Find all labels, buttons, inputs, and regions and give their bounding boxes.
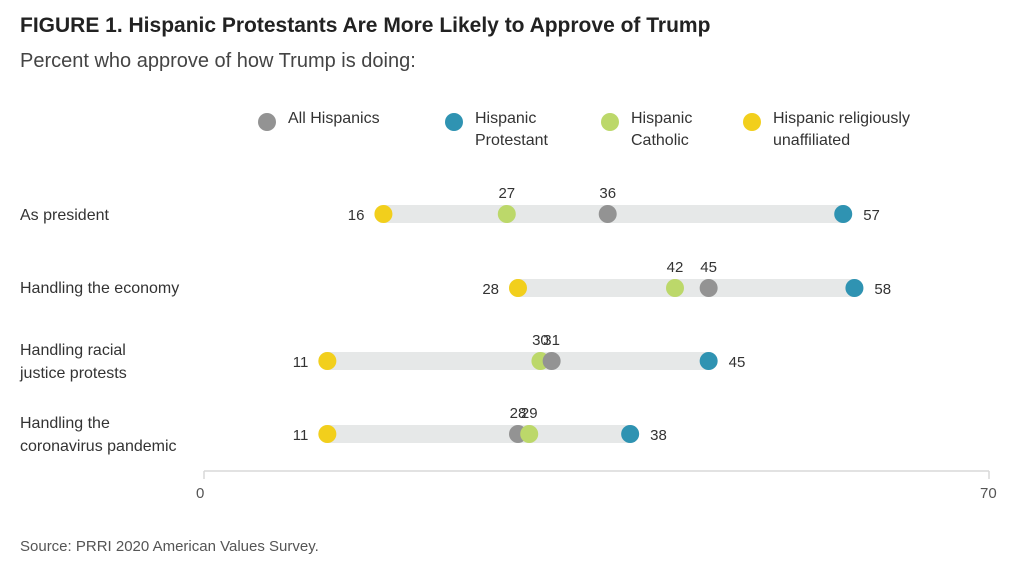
dot-hispanic-religiously-unaffiliated — [318, 352, 337, 370]
dot-all-hispanics — [542, 352, 561, 370]
legend-item-hispanic-protestant: Hispanic Protestant — [445, 108, 548, 152]
value-label-hispanic-protestant: 57 — [863, 207, 880, 224]
dot-all-hispanics — [598, 205, 617, 223]
legend-item-hispanic-catholic: Hispanic Catholic — [601, 108, 692, 152]
legend-dot-hispanic-protestant — [445, 113, 463, 131]
dot-hispanic-protestant — [699, 352, 718, 370]
chart-subtitle: Percent who approve of how Trump is doin… — [20, 50, 416, 72]
x-axis-max-label: 70 — [980, 485, 997, 502]
value-label-all-hispanics: 36 — [599, 185, 616, 202]
legend-label-hispanic-catholic: Hispanic Catholic — [631, 110, 693, 149]
row-label-as-president: As president — [20, 207, 109, 224]
legend-dot-hispanic-unaffiliated — [743, 113, 761, 131]
legend-label-all-hispanics: All Hispanics — [288, 110, 380, 127]
dot-hispanic-catholic — [666, 279, 684, 297]
dot-hispanic-protestant — [834, 205, 853, 223]
value-label-hispanic-catholic: 27 — [498, 185, 515, 202]
value-label-hispanic-religiously-unaffiliated: 11 — [293, 427, 309, 444]
x-axis-min-label: 0 — [196, 485, 205, 502]
chart-title: FIGURE 1. Hispanic Protestants Are More … — [20, 14, 711, 37]
value-label-hispanic-protestant: 38 — [650, 427, 667, 444]
value-label-all-hispanics: 45 — [700, 259, 717, 276]
dot-hispanic-religiously-unaffiliated — [318, 425, 337, 443]
legend-item-all-hispanics: All Hispanics — [258, 108, 380, 131]
legend-label-hispanic-unaffiliated: Hispanic religiously unaffiliated — [773, 110, 910, 149]
value-label-hispanic-catholic: 30 — [532, 332, 549, 349]
row-label-coronavirus: Handling the coronavirus pandemic — [20, 415, 177, 455]
value-label-hispanic-religiously-unaffiliated: 28 — [482, 281, 499, 298]
value-label-hispanic-protestant: 45 — [729, 354, 746, 371]
source-note: Source: PRRI 2020 American Values Survey… — [20, 538, 319, 555]
row-label-economy: Handling the economy — [20, 280, 180, 297]
dot-hispanic-catholic — [520, 425, 539, 443]
row-label-racial-justice: Handling racial justice protests — [20, 342, 127, 382]
dot-hispanic-religiously-unaffiliated — [374, 205, 393, 223]
value-label-hispanic-religiously-unaffiliated: 16 — [348, 207, 365, 224]
legend-dot-all-hispanics — [258, 113, 276, 131]
value-label-all-hispanics: 31 — [543, 332, 560, 349]
dot-hispanic-catholic — [497, 205, 516, 223]
value-label-hispanic-catholic: 42 — [667, 259, 684, 276]
dot-all-hispanics — [699, 279, 718, 297]
value-label-hispanic-catholic: 29 — [521, 405, 538, 422]
dot-hispanic-protestant — [845, 279, 864, 297]
legend-label-hispanic-protestant: Hispanic Protestant — [475, 110, 548, 149]
legend-item-hispanic-unaffiliated: Hispanic religiously unaffiliated — [743, 108, 910, 152]
value-label-hispanic-religiously-unaffiliated: 11 — [293, 354, 309, 371]
legend: All Hispanics Hispanic Protestant Hispan… — [0, 108, 1024, 158]
value-label-all-hispanics: 28 — [510, 405, 527, 422]
legend-dot-hispanic-catholic — [601, 113, 619, 131]
dot-hispanic-religiously-unaffiliated — [509, 279, 527, 297]
value-label-hispanic-protestant: 58 — [874, 281, 891, 298]
dot-hispanic-protestant — [621, 425, 640, 443]
